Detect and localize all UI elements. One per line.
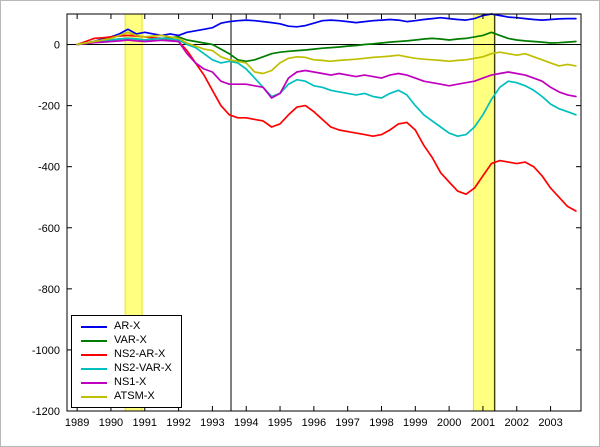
legend-item: NS1-X [81,377,172,388]
x-tick-label: 1994 [234,417,258,429]
legend-label: VAR-X [114,334,147,346]
y-tick-label: 0 [54,40,60,52]
x-tick-label: 1992 [166,417,190,429]
legend-item: AR-X [81,321,172,332]
y-tick-label: -600 [38,223,60,235]
x-tick-label: 2001 [471,417,495,429]
legend-line-sample [81,381,107,384]
legend-item: VAR-X [81,335,172,346]
legend-item: ATSM-X [81,391,172,402]
legend-label: NS2-AR-X [114,348,166,360]
y-tick-label: -800 [38,284,60,296]
legend-label: NS2-VAR-X [114,362,172,374]
x-tick-label: 1997 [335,417,359,429]
x-tick-label: 1989 [65,417,89,429]
x-tick-label: 2002 [505,417,529,429]
series-line-atsm-x [76,31,577,75]
legend-line-sample [81,339,107,342]
series-line-ns2-ar-x [76,34,577,212]
y-tick-label: -200 [38,101,60,113]
y-tick-label: -400 [38,162,60,174]
recession-band [472,13,495,412]
legend-label: NS1-X [114,376,147,388]
series-line-ns1-x [76,39,577,99]
legend-line-sample [81,395,107,398]
x-tick-label: 2003 [538,417,562,429]
x-tick-label: 2000 [437,417,461,429]
series-line-ns2-var-x [76,37,577,138]
axes-box [66,13,582,412]
legend-line-sample [81,367,107,370]
y-tick-label: -1200 [32,406,60,418]
legend-line-sample [81,325,107,328]
legend: AR-X VAR-X NS2-AR-X NS2-VAR-X NS1-X ATSM-X [71,315,182,408]
legend-label: AR-X [114,320,141,332]
x-tick-label: 1998 [369,417,393,429]
legend-item: NS2-VAR-X [81,363,172,374]
legend-label: ATSM-X [114,390,155,402]
x-tick-label: 1999 [403,417,427,429]
x-tick-label: 1995 [268,417,292,429]
x-tick-label: 1996 [302,417,326,429]
legend-line-sample [81,353,107,356]
x-tick-label: 1990 [99,417,123,429]
x-tick-label: 1991 [133,417,157,429]
legend-item: NS2-AR-X [81,349,172,360]
x-tick-label: 1993 [200,417,224,429]
y-tick-label: -1000 [32,345,60,357]
